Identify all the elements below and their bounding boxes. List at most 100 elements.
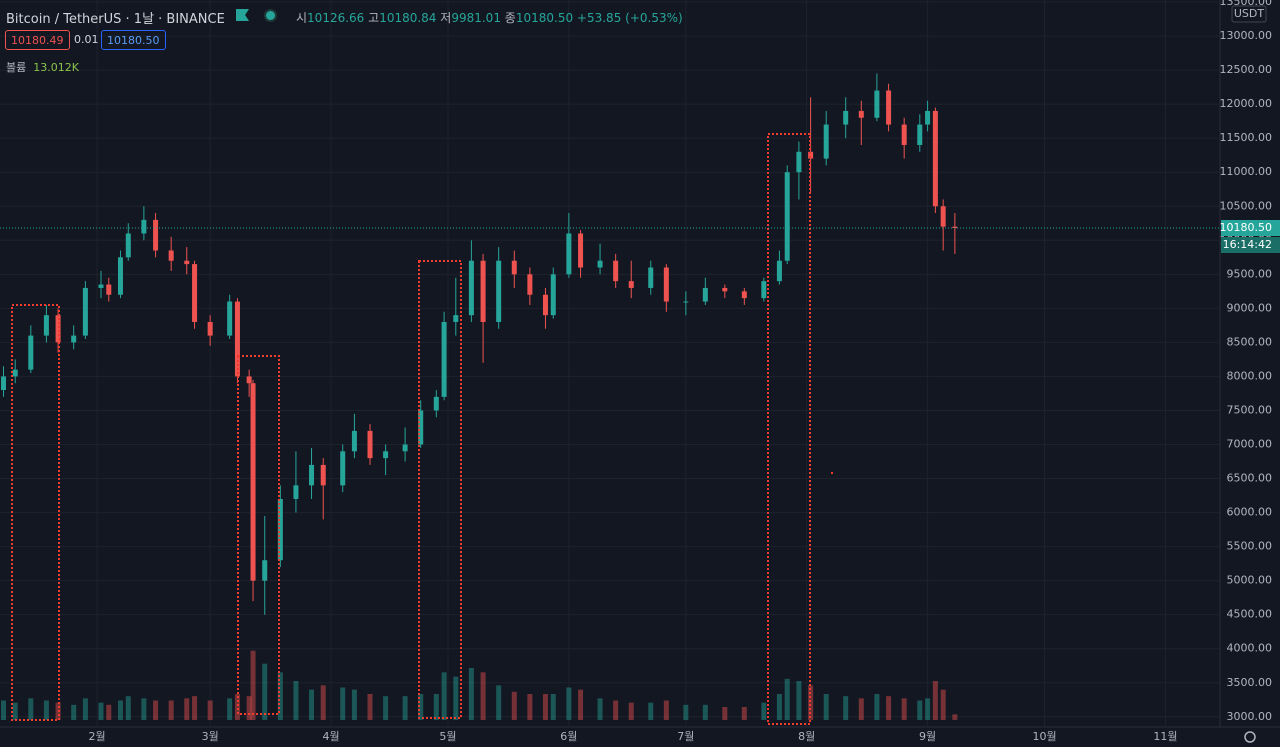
candle-body [293, 485, 299, 499]
candle-body [496, 260, 502, 322]
volume-bar [511, 691, 517, 720]
x-tick-label: 2월 [89, 730, 106, 743]
volume-bar [141, 698, 147, 720]
candle-body [566, 233, 572, 275]
candle-body [613, 260, 619, 282]
volume-bar [613, 700, 619, 720]
gear[interactable] [1244, 731, 1256, 743]
candle-body [106, 284, 112, 295]
open-value: 10126.66 [307, 11, 365, 25]
settings-icon[interactable] [1244, 731, 1256, 743]
volume-bar [192, 696, 198, 720]
volume-value: 13.012K [33, 61, 79, 74]
volume-bar [351, 689, 357, 720]
symbol-title[interactable]: Bitcoin / TetherUS · 1날 · BINANCE [6, 12, 225, 27]
volume-bar [433, 694, 439, 720]
y-tick-label: 4500.00 [1227, 608, 1273, 621]
y-tick-label: 6000.00 [1227, 506, 1273, 519]
y-tick-label: 7000.00 [1227, 438, 1273, 451]
volume-bar [367, 694, 373, 720]
candle-body [702, 287, 708, 302]
candle-body [246, 376, 252, 384]
volume-bar [441, 672, 447, 720]
volume-bar [776, 694, 782, 720]
volume-bar [858, 698, 864, 720]
highlight-box [767, 133, 811, 725]
volume-bar [383, 696, 389, 720]
y-tick-label: 5500.00 [1227, 540, 1273, 553]
volume-bar [952, 714, 958, 720]
x-tick-label: 10월 [1032, 730, 1056, 743]
volume-bar [917, 700, 923, 720]
candle-body [776, 260, 782, 282]
candle-body [340, 451, 346, 486]
candle-body [117, 257, 123, 295]
currency: USDT [1234, 7, 1265, 20]
drawings [11, 133, 835, 725]
x-tick-label: 6월 [560, 730, 577, 743]
countdown-box [1221, 237, 1280, 254]
high-value: 10180.84 [379, 11, 437, 25]
open-label: 시 [296, 11, 308, 25]
volume-bar [874, 694, 880, 720]
volume-bar [453, 676, 459, 720]
volume-bar [309, 689, 315, 720]
ask-button[interactable]: 10180.50 [101, 30, 166, 50]
volume-bar [940, 689, 946, 720]
volume-bar [227, 698, 233, 720]
candle-body [578, 233, 584, 268]
volume-bar [480, 672, 486, 720]
volume-bar [246, 696, 252, 720]
volume-bar [262, 663, 268, 720]
last-price-label: 10180.50 [1220, 221, 1273, 234]
y-tick-label: 12500.00 [1220, 63, 1273, 76]
volume-bar [683, 704, 689, 720]
candle-body [184, 260, 190, 265]
volume-bar [808, 685, 814, 720]
y-tick-label: 8000.00 [1227, 369, 1273, 382]
volume-bar [340, 687, 346, 720]
y-tick-label: 10500.00 [1220, 199, 1273, 212]
countdown-label: 16:14:42 [1223, 238, 1272, 251]
y-tick-label: 9500.00 [1227, 267, 1273, 280]
candle-body [309, 464, 315, 486]
volume-bar [550, 694, 556, 720]
volume-label: 볼륨 [6, 61, 27, 74]
candle-body [250, 383, 256, 581]
candle-body [761, 281, 767, 299]
candle-body [511, 260, 517, 275]
volume-bar [796, 681, 802, 720]
candle-body [480, 260, 486, 322]
candle-body [351, 430, 357, 452]
y-tick-label: 3500.00 [1227, 676, 1273, 689]
y-tick-label: 3000.00 [1227, 710, 1273, 723]
candle-body [207, 321, 213, 336]
volume-bar [153, 700, 159, 720]
volume-bar [597, 698, 603, 720]
candle-body [550, 274, 556, 316]
high-label: 고 [368, 11, 380, 25]
spread: 0.01 [74, 33, 99, 46]
highlight-box [418, 260, 462, 719]
candle-body [597, 260, 603, 268]
bid-button[interactable]: 10180.49 [5, 30, 70, 50]
y-tick-label: 11000.00 [1220, 165, 1273, 178]
candle-body [418, 410, 424, 445]
volume-bar [823, 694, 829, 720]
candle-body [527, 274, 533, 295]
y-tick-label: 11500.00 [1220, 131, 1273, 144]
y-tick-label: 5000.00 [1227, 574, 1273, 587]
flag-icon[interactable] [236, 9, 249, 21]
x-tick-label: 7월 [677, 730, 694, 743]
x-tick-label: 4월 [322, 730, 339, 743]
candle-body [858, 110, 864, 118]
x-tick-label: 9월 [919, 730, 936, 743]
candle-body [12, 369, 18, 377]
last-price-box [1221, 220, 1280, 237]
candle-body [168, 250, 174, 261]
x-tick-label: 3월 [202, 730, 219, 743]
candle-body [1, 376, 7, 391]
close-label: 종 [504, 11, 516, 25]
low-label: 저 [440, 11, 452, 25]
